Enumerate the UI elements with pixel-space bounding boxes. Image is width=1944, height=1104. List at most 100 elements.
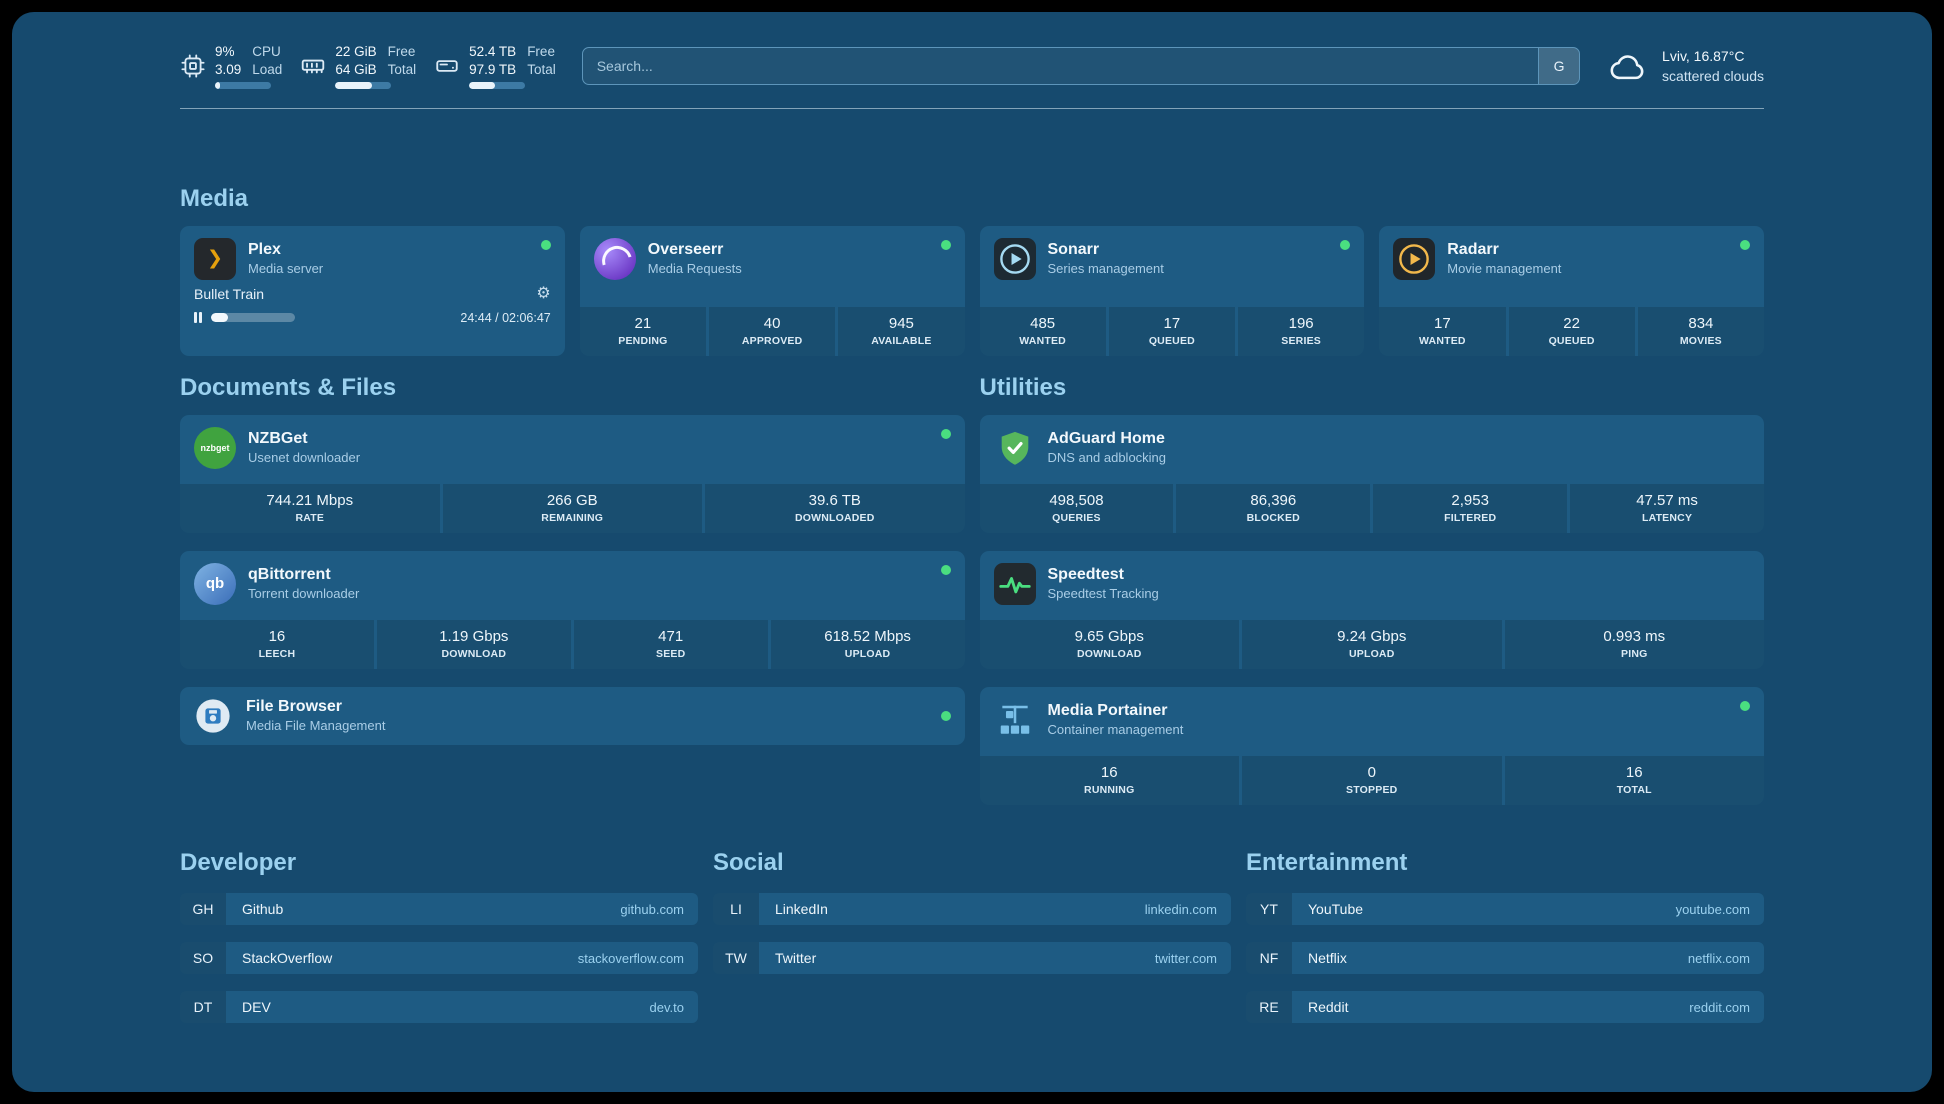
stat-seed: 471 SEED [573,619,768,669]
service-link-nzbget[interactable]: nzbget NZBGet Usenet downloader [180,415,965,475]
bookmark-name: Twitter [775,950,817,967]
service-link-qbittorrent[interactable]: qb qBittorrent Torrent downloader [180,551,965,611]
stat-total: 16 TOTAL [1504,755,1764,805]
bookmark-github[interactable]: GH Github github.com [180,893,698,926]
disk-free-label: Free [527,43,555,59]
stat-value: 266 GB [546,491,598,509]
stat-latency: 47.57 ms LATENCY [1570,483,1764,533]
service-name: Plex [248,241,281,259]
memory-total-value: 64 GiB [335,61,377,77]
stat-label: WANTED [1019,334,1066,347]
cpu-load-label: Load [252,61,283,77]
service-name: Speedtest [1047,566,1124,584]
service-name: Sonarr [1047,241,1100,259]
service-subtitle: DNS and adblocking [1047,450,1167,466]
stats-row: 17 WANTED 22 QUEUED 834 MOVIES [1379,306,1764,356]
service-link-sonarr[interactable]: Sonarr Series management [980,226,1365,286]
bookmark-netflix[interactable]: NF Netflix netflix.com [1246,942,1764,975]
stats-row: 16 RUNNING 0 STOPPED 16 TOTAL [979,755,1764,805]
stat-queued: 17 QUEUED [1108,306,1235,356]
bookmark-youtube[interactable]: YT YouTube youtube.com [1246,893,1764,926]
stat-value: 9.24 Gbps [1337,627,1407,645]
stat-ping: 0.993 ms PING [1504,619,1764,669]
service-subtitle: Torrent downloader [248,586,360,602]
search-provider-button[interactable]: G [1538,48,1580,84]
playback-progress-fill [211,313,228,323]
bookmark-domain: stackoverflow.com [577,950,684,966]
header-divider [180,108,1764,109]
bookmark-dev[interactable]: DT DEV dev.to [180,991,698,1024]
stat-value: 47.57 ms [1636,491,1698,509]
stat-upload: 618.52 Mbps UPLOAD [770,619,965,669]
documents-column: Documents & Files nzbget NZBGet Usenet d… [180,374,965,805]
status-dot [1740,239,1750,250]
stat-value: 16 [1625,763,1643,781]
stat-label: APPROVED [741,334,803,347]
stat-value: 744.21 Mbps [266,491,354,509]
stats-row: 744.21 Mbps RATE 266 GB REMAINING 39.6 T… [180,483,965,533]
service-link-filebrowser[interactable]: File Browser Media File Management [180,687,965,745]
service-link-speedtest[interactable]: Speedtest Speedtest Tracking [980,551,1765,611]
gear-icon[interactable]: ⚙ [536,284,551,302]
cpu-usage-label: CPU [252,43,281,59]
stat-value: 9.65 Gbps [1074,627,1144,645]
stat-download: 9.65 Gbps DOWNLOAD [979,619,1239,669]
search-input[interactable] [582,48,1539,84]
service-card-filebrowser: File Browser Media File Management [180,686,965,745]
top-bar: 9% 3.09 CPU Load [180,42,1764,90]
stat-blocked: 86,396 BLOCKED [1176,483,1371,533]
stat-label: WANTED [1419,334,1466,347]
bookmark-domain: github.com [620,901,684,917]
documents-section-title: Documents & Files [180,373,397,401]
bookmark-reddit[interactable]: RE Reddit reddit.com [1246,991,1764,1024]
stat-label: RUNNING [1084,783,1135,796]
service-card-nzbget: nzbget NZBGet Usenet downloader 744.21 M… [180,414,965,533]
stat-value: 86,396 [1250,491,1297,509]
overseerr-icon [593,237,636,280]
pause-button[interactable] [194,312,202,324]
stats-row: 21 PENDING 40 APPROVED 945 AVAILABLE [579,306,965,356]
stat-wanted: 17 WANTED [1379,306,1506,356]
bookmark-abbr: TW [713,942,759,975]
cpu-monitor: 9% 3.09 CPU Load [180,43,283,90]
bookmark-stackoverflow[interactable]: SO StackOverflow stackoverflow.com [180,942,698,975]
stat-value: 485 [1030,314,1056,332]
stat-label: SERIES [1281,334,1321,347]
service-link-adguard[interactable]: AdGuard Home DNS and adblocking [980,415,1765,475]
stats-row: 16 LEECH 1.19 Gbps DOWNLOAD 471 SEED 618… [180,619,965,669]
service-subtitle: Series management [1047,261,1164,277]
memory-progress-fill [335,82,373,90]
stat-label: RATE [295,511,325,524]
entertainment-section-title: Entertainment [1246,848,1408,876]
service-subtitle: Usenet downloader [248,450,361,466]
stat-value: 16 [268,627,286,645]
disk-progress-bar [469,82,526,90]
stat-value: 1.19 Gbps [439,627,509,645]
stat-value: 39.6 TB [808,491,861,509]
weather-widget: Lviv, 16.87°C scattered clouds [1606,46,1764,87]
plex-now-playing: Bullet Train ⚙ 24:44 / 02:06:47 [180,284,565,337]
service-link-plex[interactable]: ❯ Plex Media server [180,226,565,286]
search-bar: G [581,47,1581,85]
service-name: File Browser [246,698,343,716]
status-dot [940,428,951,439]
utilities-column: Utilities AdGuard Home DNS and adblockin… [979,374,1765,805]
stat-label: AVAILABLE [871,334,932,347]
stat-download: 1.19 Gbps DOWNLOAD [376,619,571,669]
bookmark-twitter[interactable]: TW Twitter twitter.com [713,942,1231,975]
stat-remaining: 266 GB REMAINING [442,483,702,533]
cloud-icon [1606,49,1650,83]
service-link-overseerr[interactable]: Overseerr Media Requests [580,226,965,286]
service-link-portainer[interactable]: Media Portainer Container management [980,687,1765,747]
service-link-radarr[interactable]: Radarr Movie management [1379,226,1764,286]
sonarr-icon [993,237,1036,280]
disk-free-value: 52.4 TB [469,43,517,59]
social-section-title: Social [713,848,784,876]
stat-label: STOPPED [1346,783,1398,796]
service-name: Radarr [1447,241,1499,259]
disk-total-label: Total [527,61,556,77]
service-subtitle: Media Requests [647,261,742,277]
stat-filtered: 2,953 FILTERED [1373,483,1568,533]
stat-value: 40 [763,314,781,332]
bookmark-linkedin[interactable]: LI LinkedIn linkedin.com [713,893,1231,926]
